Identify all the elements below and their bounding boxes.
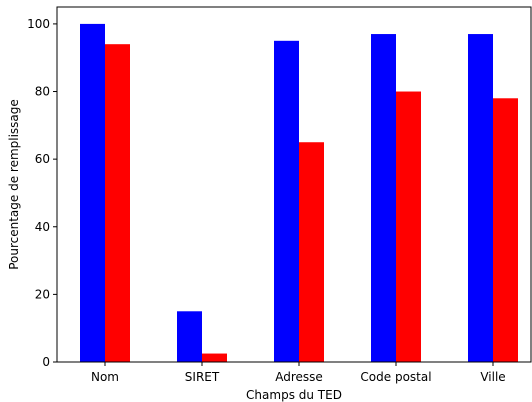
bar-series-2-ville bbox=[493, 98, 518, 363]
x-tick-label: Nom bbox=[91, 370, 119, 384]
x-tick-label: Code postal bbox=[360, 370, 431, 384]
x-tick-label: Adresse bbox=[275, 370, 323, 384]
bars-group bbox=[80, 23, 518, 363]
y-tick-label: 40 bbox=[35, 220, 50, 234]
bar-series-2-siret bbox=[202, 353, 227, 362]
x-axis-ticks: Nom SIRET Adresse Code postal Ville bbox=[91, 362, 506, 384]
y-tick-label: 60 bbox=[35, 152, 50, 166]
plot-frame bbox=[56, 6, 532, 363]
y-axis-ticks: 0 20 40 60 80 100 bbox=[27, 17, 57, 369]
x-tick-label: SIRET bbox=[185, 370, 220, 384]
y-tick-label: 100 bbox=[27, 17, 50, 31]
bar-series-2-code-postal bbox=[396, 91, 421, 363]
bar-series-1-adresse bbox=[274, 40, 299, 363]
y-axis-label: Pourcentage de remplissage bbox=[7, 99, 21, 270]
x-axis-label: Champs du TED bbox=[246, 388, 342, 402]
bar-series-1-nom bbox=[80, 23, 105, 363]
bar-series-2-adresse bbox=[299, 142, 324, 362]
bar-series-1-ville bbox=[468, 34, 493, 363]
x-tick-label: Ville bbox=[480, 370, 505, 384]
bar-series-2-nom bbox=[105, 44, 130, 362]
y-tick-label: 0 bbox=[42, 355, 50, 369]
y-tick-label: 80 bbox=[35, 85, 50, 99]
bar-series-1-siret bbox=[177, 311, 202, 362]
bar-series-1-code-postal bbox=[371, 34, 396, 363]
y-tick-label: 20 bbox=[35, 287, 50, 301]
